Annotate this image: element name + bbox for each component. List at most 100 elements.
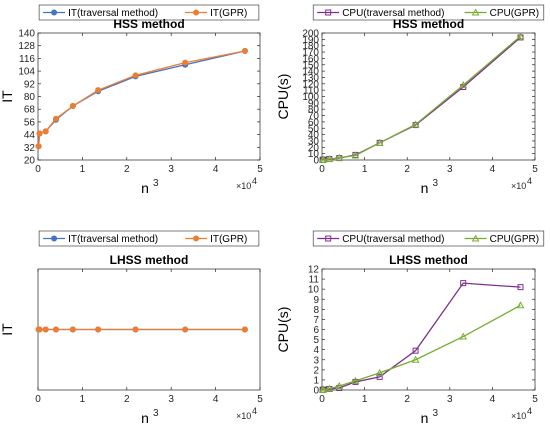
data-point xyxy=(132,72,139,79)
x-multiplier-exponent: 4 xyxy=(252,176,257,186)
y-tick-label: 140 xyxy=(18,29,35,40)
y-tick-label: 128 xyxy=(18,41,35,52)
x-tick-label: 3 xyxy=(447,394,453,405)
legend-box xyxy=(312,4,545,21)
legend: IT(traversal method) IT(GPR) xyxy=(38,4,260,21)
legend-marker xyxy=(471,8,480,16)
y-tick-label: 3 xyxy=(313,355,319,366)
legend-marker xyxy=(325,9,332,16)
x-multiplier: ×10 xyxy=(511,411,526,421)
chart-title: LHSS method xyxy=(389,253,468,267)
series-line xyxy=(322,282,521,391)
legend-marker xyxy=(325,235,332,242)
y-tick-label: 44 xyxy=(24,130,36,141)
series xyxy=(318,32,525,163)
data-point xyxy=(42,326,49,333)
plot-area xyxy=(321,268,536,391)
legend: CPU(traversal method) CPU(GPR) xyxy=(312,4,545,21)
data-point xyxy=(460,280,467,287)
y-tick-label: 68 xyxy=(24,105,36,116)
y-tick-label: 50 xyxy=(308,124,320,135)
x-tick-label: 5 xyxy=(532,164,538,175)
series xyxy=(319,280,524,393)
legend-marker xyxy=(471,234,480,242)
x-multiplier: ×10 xyxy=(236,181,251,191)
x-tick-label: 1 xyxy=(80,164,86,175)
y-tick-label: 0 xyxy=(313,156,319,167)
y-tick-label: 12 xyxy=(308,265,320,276)
legend-entry-label: IT(traversal method) xyxy=(68,234,158,245)
y-tick-label: 104 xyxy=(18,67,35,78)
series xyxy=(35,326,248,333)
x-tick-label: 5 xyxy=(257,164,263,175)
data-point xyxy=(516,32,525,40)
series xyxy=(319,34,524,163)
legend-box xyxy=(312,230,545,247)
y-tick-label: 60 xyxy=(308,117,320,128)
x-tick-label: 1 xyxy=(362,394,368,405)
x-multiplier: ×10 xyxy=(511,181,526,191)
y-tick-label: 2 xyxy=(313,365,319,376)
x-axis-label: n xyxy=(141,180,149,196)
data-point xyxy=(412,347,419,354)
y-tick-label: 32 xyxy=(24,143,36,154)
x-axis-label: n xyxy=(421,180,429,196)
data-point xyxy=(325,155,334,163)
data-point xyxy=(241,47,248,54)
x-tick-label: 2 xyxy=(404,164,410,175)
y-tick-label: 10 xyxy=(308,149,320,160)
x-axis-label-superscript: 3 xyxy=(433,408,439,419)
data-point xyxy=(95,326,102,333)
legend-marker xyxy=(193,9,200,16)
y-axis-label: CPU(s) xyxy=(275,74,291,120)
x-tick-label: 4 xyxy=(213,164,219,175)
y-tick-label: 0 xyxy=(313,386,319,397)
y-tick-label: 190 xyxy=(302,35,319,46)
data-point xyxy=(69,103,76,110)
x-multiplier-exponent: 4 xyxy=(527,176,532,186)
data-point xyxy=(375,138,384,146)
chart-lhss-it: IT(traversal method) IT(GPR) LHSS method 0 1… xyxy=(0,230,263,426)
y-axis-label: IT xyxy=(0,323,15,336)
y-tick-label: 5 xyxy=(313,335,319,346)
chart-title: HSS method xyxy=(113,17,184,31)
x-tick-label: 2 xyxy=(404,394,410,405)
legend-entry-label: CPU(traversal method) xyxy=(342,8,444,19)
legend-marker xyxy=(193,235,200,242)
series-line xyxy=(322,36,521,161)
plot-area xyxy=(37,32,261,161)
x-tick-label: 3 xyxy=(168,394,174,405)
x-axis-label-superscript: 3 xyxy=(153,408,159,419)
x-axis-label: n xyxy=(421,410,429,426)
data-point xyxy=(459,81,468,89)
data-point xyxy=(319,155,328,163)
y-tick-label: 110 xyxy=(303,86,319,97)
data-point xyxy=(36,326,43,333)
series-line xyxy=(37,50,246,147)
x-axis-label-superscript: 3 xyxy=(433,178,439,189)
y-tick-label: 7 xyxy=(313,315,319,326)
y-tick-label: 70 xyxy=(308,111,320,122)
legend-box xyxy=(38,4,260,21)
x-tick-label: 2 xyxy=(124,394,130,405)
data-point xyxy=(241,326,248,333)
y-tick-label: 20 xyxy=(308,143,320,154)
x-tick-label: 4 xyxy=(490,394,496,405)
data-point xyxy=(325,384,334,392)
y-tick-label: 160 xyxy=(302,54,319,65)
chart-title: HSS method xyxy=(393,17,464,31)
x-multiplier: ×10 xyxy=(236,411,251,421)
y-tick-label: 200 xyxy=(302,29,319,40)
data-point xyxy=(182,326,189,333)
series-line xyxy=(322,35,521,161)
x-tick-label: 1 xyxy=(80,394,86,405)
chart-lhss-cpu: CPU(traversal method) CPU(GPR) LHSS method… xyxy=(275,230,545,426)
data-point xyxy=(459,332,468,340)
y-tick-label: 180 xyxy=(302,41,319,52)
y-tick-label: 116 xyxy=(19,54,35,65)
data-point xyxy=(36,130,43,137)
legend: CPU(traversal method) CPU(GPR) xyxy=(312,230,545,247)
y-axis-label: CPU(s) xyxy=(275,307,291,353)
